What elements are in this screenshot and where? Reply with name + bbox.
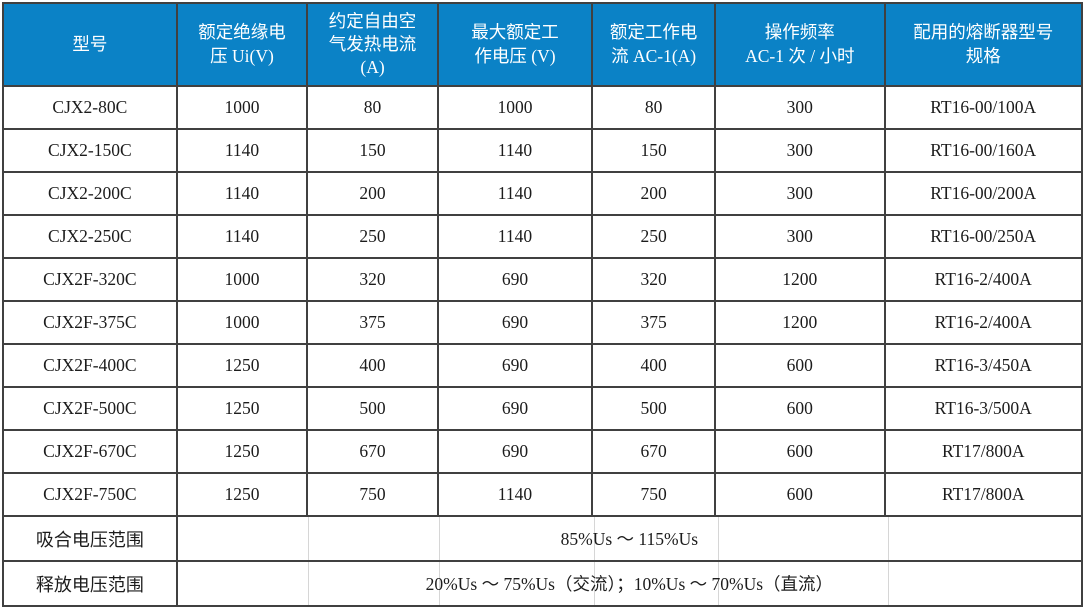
table-header: 型号 额定绝缘电 压 Ui(V) 约定自由空 气发热电流 (A) 最大额定工 作… xyxy=(2,2,1083,87)
value-cell: 200 xyxy=(591,171,717,216)
fuse-cell: RT16-3/500A xyxy=(883,386,1083,431)
col-header-model: 型号 xyxy=(2,2,178,87)
value-cell: 670 xyxy=(306,429,439,474)
footer-value: 20%Us ～ 75%Us（交流）；10%Us ～ 70%Us（直流） xyxy=(175,560,1084,607)
model-cell: CJX2F-375C xyxy=(2,300,178,345)
value-cell: 690 xyxy=(436,257,594,302)
table-row: CJX2-200C 1140 200 1140 200 300 RT16-00/… xyxy=(2,171,1083,216)
fuse-cell: RT16-00/200A xyxy=(883,171,1083,216)
value-cell: 300 xyxy=(714,85,886,130)
value-cell: 600 xyxy=(714,386,886,431)
fuse-cell: RT16-2/400A xyxy=(883,257,1083,302)
value-cell: 400 xyxy=(591,343,717,388)
value-cell: 80 xyxy=(306,85,439,130)
col-header-rated-working-current: 额定工作电 流 AC-1(A) xyxy=(591,2,717,87)
table-row: CJX2F-500C 1250 500 690 500 600 RT16-3/5… xyxy=(2,386,1083,431)
col-header-rated-insulation-voltage: 额定绝缘电 压 Ui(V) xyxy=(175,2,309,87)
value-cell: 1000 xyxy=(175,85,309,130)
model-cell: CJX2F-670C xyxy=(2,429,178,474)
value-cell: 1140 xyxy=(175,128,309,173)
model-cell: CJX2-150C xyxy=(2,128,178,173)
col-header-fuse-spec: 配用的熔断器型号 规格 xyxy=(883,2,1083,87)
value-cell: 600 xyxy=(714,343,886,388)
col-header-conventional-thermal-current: 约定自由空 气发热电流 (A) xyxy=(306,2,439,87)
value-cell: 1000 xyxy=(175,257,309,302)
value-cell: 600 xyxy=(714,472,886,517)
value-cell: 1250 xyxy=(175,386,309,431)
value-cell: 1200 xyxy=(714,300,886,345)
fuse-cell: RT16-00/250A xyxy=(883,214,1083,259)
table-row: CJX2F-750C 1250 750 1140 750 600 RT17/80… xyxy=(2,472,1083,517)
value-cell: 690 xyxy=(436,386,594,431)
value-cell: 1140 xyxy=(175,171,309,216)
value-cell: 500 xyxy=(306,386,439,431)
model-cell: CJX2F-750C xyxy=(2,472,178,517)
model-cell: CJX2F-400C xyxy=(2,343,178,388)
footer-label: 吸合电压范围 xyxy=(2,515,178,562)
pull-in-voltage-row: 吸合电压范围 85%Us ～ 115%Us xyxy=(2,515,1084,562)
col-header-max-rated-working-voltage: 最大额定工 作电压 (V) xyxy=(436,2,594,87)
value-cell: 500 xyxy=(591,386,717,431)
value-cell: 300 xyxy=(714,171,886,216)
model-cell: CJX2-80C xyxy=(2,85,178,130)
value-cell: 375 xyxy=(591,300,717,345)
fuse-cell: RT16-2/400A xyxy=(883,300,1083,345)
table-row: CJX2-250C 1140 250 1140 250 300 RT16-00/… xyxy=(2,214,1083,259)
value-cell: 320 xyxy=(591,257,717,302)
table-row: CJX2-80C 1000 80 1000 80 300 RT16-00/100… xyxy=(2,85,1083,130)
value-cell: 1250 xyxy=(175,429,309,474)
header-row: 型号 额定绝缘电 压 Ui(V) 约定自由空 气发热电流 (A) 最大额定工 作… xyxy=(2,2,1083,87)
value-cell: 1200 xyxy=(714,257,886,302)
value-cell: 750 xyxy=(591,472,717,517)
value-cell: 1000 xyxy=(436,85,594,130)
table-body: CJX2-80C 1000 80 1000 80 300 RT16-00/100… xyxy=(2,85,1084,607)
value-cell: 690 xyxy=(436,300,594,345)
value-cell: 1140 xyxy=(436,472,594,517)
footer-value: 85%Us ～ 115%Us xyxy=(175,515,1084,562)
value-cell: 750 xyxy=(306,472,439,517)
table-row: CJX2F-400C 1250 400 690 400 600 RT16-3/4… xyxy=(2,343,1083,388)
value-cell: 1140 xyxy=(175,214,309,259)
model-cell: CJX2-200C xyxy=(2,171,178,216)
table-row: CJX2F-320C 1000 320 690 320 1200 RT16-2/… xyxy=(2,257,1083,302)
value-cell: 1000 xyxy=(175,300,309,345)
value-cell: 375 xyxy=(306,300,439,345)
value-cell: 250 xyxy=(306,214,439,259)
value-cell: 320 xyxy=(306,257,439,302)
model-cell: CJX2-250C xyxy=(2,214,178,259)
value-cell: 600 xyxy=(714,429,886,474)
value-cell: 400 xyxy=(306,343,439,388)
fuse-cell: RT16-00/100A xyxy=(883,85,1083,130)
value-cell: 1250 xyxy=(175,343,309,388)
release-voltage-row: 释放电压范围 20%Us ～ 75%Us（交流）；10%Us ～ 70%Us（直… xyxy=(2,560,1084,607)
footer-label: 释放电压范围 xyxy=(2,560,178,607)
fuse-cell: RT17/800A xyxy=(883,429,1083,474)
value-cell: 300 xyxy=(714,128,886,173)
value-cell: 1250 xyxy=(175,472,309,517)
value-cell: 250 xyxy=(591,214,717,259)
fuse-cell: RT16-00/160A xyxy=(883,128,1083,173)
value-cell: 1140 xyxy=(436,171,594,216)
fuse-cell: RT17/800A xyxy=(883,472,1083,517)
value-cell: 670 xyxy=(591,429,717,474)
value-cell: 300 xyxy=(714,214,886,259)
value-cell: 150 xyxy=(306,128,439,173)
model-cell: CJX2F-320C xyxy=(2,257,178,302)
col-header-operating-frequency: 操作频率 AC-1 次 / 小时 xyxy=(714,2,886,87)
fuse-cell: RT16-3/450A xyxy=(883,343,1083,388)
value-cell: 690 xyxy=(436,343,594,388)
value-cell: 690 xyxy=(436,429,594,474)
table-row: CJX2F-670C 1250 670 690 670 600 RT17/800… xyxy=(2,429,1083,474)
model-cell: CJX2F-500C xyxy=(2,386,178,431)
value-cell: 200 xyxy=(306,171,439,216)
value-cell: 1140 xyxy=(436,214,594,259)
value-cell: 80 xyxy=(591,85,717,130)
table-row: CJX2F-375C 1000 375 690 375 1200 RT16-2/… xyxy=(2,300,1083,345)
value-cell: 1140 xyxy=(436,128,594,173)
value-cell: 150 xyxy=(591,128,717,173)
table-row: CJX2-150C 1140 150 1140 150 300 RT16-00/… xyxy=(2,128,1083,173)
